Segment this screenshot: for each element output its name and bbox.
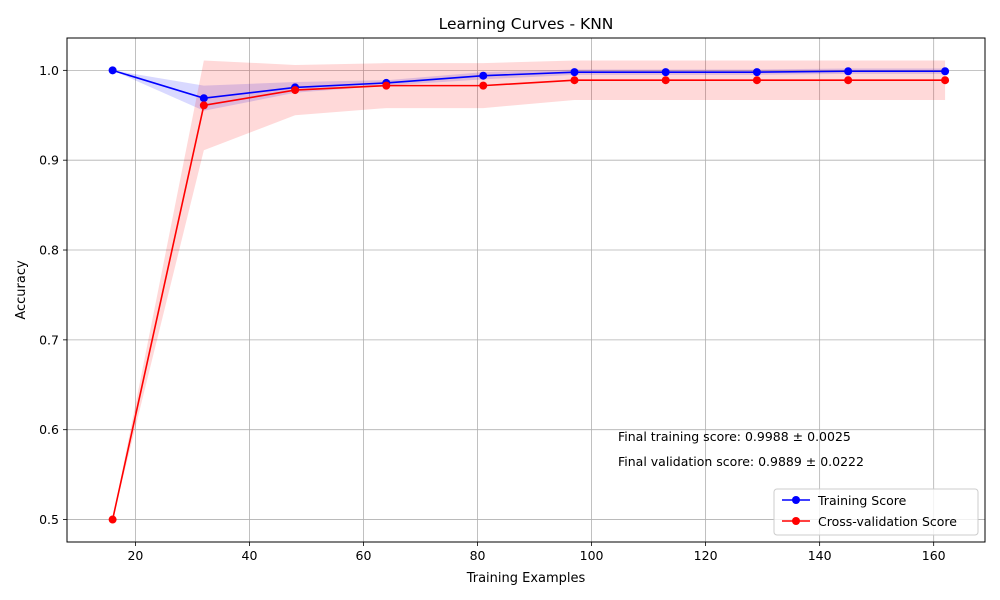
validation-score-point [570,76,579,85]
legend-training-marker [792,496,800,504]
validation-score-point [382,81,391,90]
validation-score-point [941,76,950,85]
x-tick-label: 80 [470,548,486,563]
validation-score-point [661,76,670,85]
legend-validation-marker [792,517,800,525]
y-axis-ticks: 0.5 0.6 0.7 0.8 0.9 1.0 [39,63,67,527]
x-axis-ticks: 20 40 60 80 100 120 140 160 [127,542,946,563]
legend-training-label: Training Score [817,493,907,508]
series-points [108,66,950,524]
legend-box [773,488,979,536]
x-axis-label: Training Examples [466,571,586,586]
x-tick-label: 40 [242,548,258,563]
training-score-line [112,69,946,100]
training-score-point [941,67,950,76]
final-training-score-annotation: Final training score: 0.9988 ± 0.0025 [618,429,851,444]
y-tick-label: 0.5 [39,512,59,527]
validation-score-point [199,101,208,110]
y-tick-label: 0.9 [39,153,59,168]
chart-title: Learning Curves - KNN [439,15,614,33]
validation-score-point [108,515,117,524]
y-axis-label: Accuracy [14,260,29,320]
legend: Training Score Cross-validation Score [773,488,979,536]
validation-score-point [291,86,300,95]
validation-confidence-band [112,60,946,520]
training-score-point [479,71,488,80]
grid-lines [67,38,985,542]
y-tick-label: 0.8 [39,243,59,258]
validation-score-point [479,81,488,90]
validation-score-point [844,76,853,85]
validation-score-point [752,76,761,85]
confidence-bands [112,60,946,520]
y-tick-label: 0.6 [39,422,59,437]
validation-score-line [111,79,946,520]
final-validation-score-annotation: Final validation score: 0.9889 ± 0.0222 [618,454,864,469]
x-tick-label: 140 [808,548,832,563]
y-tick-label: 0.7 [39,332,59,347]
training-score-point [108,66,117,75]
y-tick-label: 1.0 [39,63,59,78]
x-tick-label: 60 [356,548,372,563]
legend-validation-label: Cross-validation Score [818,514,957,529]
training-score-point [199,94,208,103]
series-lines [111,69,946,520]
training-score-point [844,67,853,76]
training-score-point [570,68,579,77]
plot-frame [66,37,986,543]
x-tick-label: 120 [694,548,718,563]
x-tick-label: 20 [127,548,143,563]
training-score-point [661,68,670,77]
training-score-point [752,68,761,77]
x-tick-label: 160 [922,548,946,563]
x-tick-label: 100 [580,548,604,563]
